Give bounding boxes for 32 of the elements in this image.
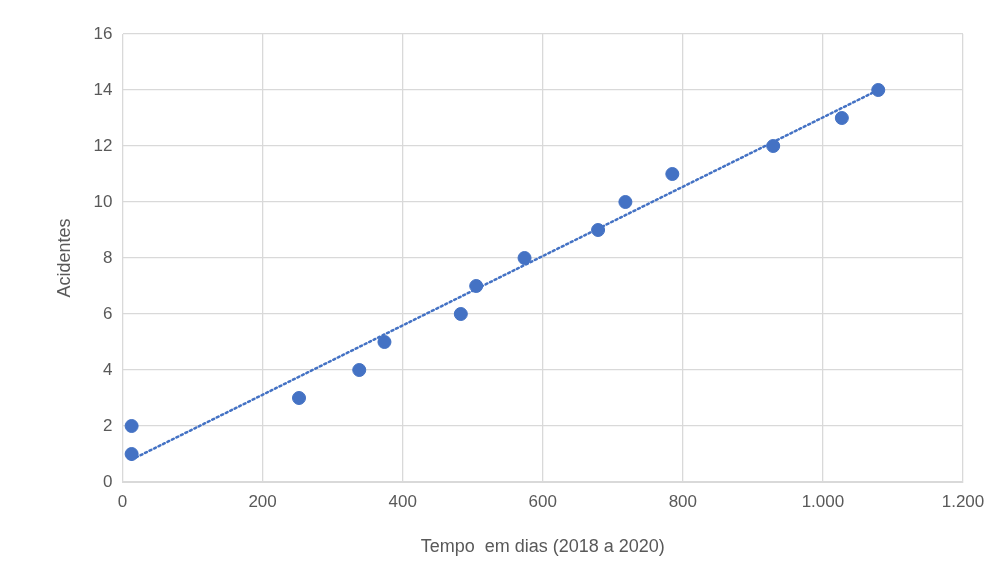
y-tick-label: 2 <box>103 415 113 435</box>
point <box>352 363 367 377</box>
point <box>453 307 468 321</box>
point <box>871 83 886 97</box>
y-axis-title: Acidentes <box>53 218 74 298</box>
y-tick-label: 12 <box>93 135 113 155</box>
y-tick-label: 4 <box>103 359 113 379</box>
x-tick-label: 600 <box>528 491 557 511</box>
x-tick-label: 1.200 <box>941 491 985 511</box>
x-tick-label: 800 <box>668 491 698 511</box>
x-axis-title: Tempo em dias (2018 a 2020) <box>420 536 665 557</box>
x-tick-label: 400 <box>388 491 417 511</box>
point <box>377 335 392 349</box>
y-tick-label: 8 <box>103 247 113 267</box>
x-tick-label: 200 <box>248 491 277 511</box>
x-tick-label: 0 <box>117 491 128 511</box>
point <box>469 279 484 293</box>
y-tick-label: 16 <box>93 23 113 43</box>
point <box>124 419 139 433</box>
x-tick-label: 1.000 <box>801 491 845 511</box>
point <box>517 251 532 265</box>
point <box>665 167 680 181</box>
point <box>292 391 307 405</box>
point <box>618 195 633 209</box>
point <box>766 139 781 153</box>
point <box>124 447 139 461</box>
point <box>591 223 606 237</box>
y-tick-label: 14 <box>93 79 113 99</box>
y-tick-label: 0 <box>103 471 113 491</box>
y-tick-label: 10 <box>93 191 113 211</box>
point <box>834 111 849 125</box>
y-tick-label: 6 <box>103 303 113 323</box>
